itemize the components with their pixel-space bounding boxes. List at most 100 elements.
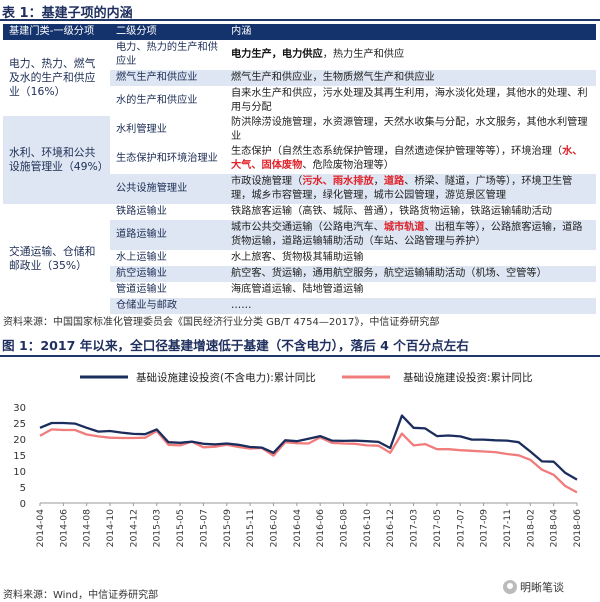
x-tick-label: 2014-06 <box>58 509 69 548</box>
content-text: …… <box>231 300 252 311</box>
x-tick-label: 2015-09 <box>222 509 233 548</box>
x-tick-label: 2017-09 <box>479 509 490 548</box>
table-row: 道路运输业 城市公共交通运输（公路电汽车、城市轨道、出租车等），公路旅客运输，道路… <box>3 220 596 250</box>
content-text: 生态保护（自然生态系统保护管理，自然遗迹保护管理等等），环境治理（ <box>231 146 563 157</box>
x-tick-label: 2014-12 <box>128 509 139 547</box>
content-cell: 生态保护（自然生态系统保护管理，自然遗迹保护管理等等），环境治理（水、大气、固体… <box>225 144 596 174</box>
secondary-category-cell: 铁路运输业 <box>116 206 167 217</box>
content-text: 燃气生产和供应业，生物质燃气生产和供应业 <box>231 72 435 83</box>
table-title-text: 基建子项的内涵 <box>41 6 133 21</box>
x-tick-label: 2017-07 <box>455 509 466 548</box>
header-primary: 基建门类-一级分项 <box>3 24 110 40</box>
x-tick-label: 2018-06 <box>572 509 583 548</box>
table-row: 管道运输业 海底管道运输、陆地管道运输 <box>3 282 596 298</box>
legend-label: 基础设施建设投资:累计同比 <box>403 371 533 384</box>
content-text: 电力生产，电力供应 <box>231 49 323 60</box>
y-tick-label: 0 <box>20 499 26 510</box>
content-cell: 燃气生产和供应业，生物质燃气生产和供应业 <box>225 70 596 86</box>
wechat-logo-icon <box>503 580 517 594</box>
figure-source: 资料来源：Wind，中信证券研究部 <box>3 590 159 601</box>
highlight-text: 道路 <box>383 176 405 187</box>
content-cell: 海底管道运输、陆地管道运输 <box>225 282 596 298</box>
x-tick-label: 2015-03 <box>152 509 163 548</box>
y-tick-label: 10 <box>13 467 26 478</box>
secondary-category-cell: 航空运输业 <box>110 266 225 282</box>
content-text: 防洪除涝设施管理，水资源管理，天然水收集与分配，水文服务，其他水利管理业 <box>231 117 588 142</box>
table-row: 航空运输业 航空客、货运输，通用航空服务，航空运输辅助活动（机场、空管等） <box>3 266 596 282</box>
content-text: 航空客、货运输，通用航空服务，航空运输辅助活动（机场、空管等） <box>231 268 547 279</box>
table-row: 水利、环境和公共设施管理业（49%） 水利管理业 防洪除涝设施管理，水资源管理，天然… <box>3 116 596 204</box>
highlight-text: 水、大气、固体废物 <box>231 146 583 171</box>
header-secondary: 二级分项 <box>110 24 225 40</box>
highlight-text: 污水、雨水排放 <box>302 176 374 187</box>
brand-name: 明晰笔谈 <box>520 581 564 594</box>
x-tick-label: 2017-03 <box>409 509 420 548</box>
x-tick-label: 2016-02 <box>268 509 279 547</box>
table-title-number: 表 1： <box>2 6 42 21</box>
table-row: 生态保护和环境治理业 生态保护（自然生态系统保护管理，自然遗迹保护管理等等），环境… <box>3 144 596 174</box>
secondary-category-cell: 生态保护和环境治理业 <box>116 153 218 164</box>
primary-category-cell: 交通运输、仓储和邮政业（35%） <box>3 204 110 314</box>
secondary-category-cell: 公共设施管理业 <box>110 174 225 204</box>
table-row: 燃气生产和供应业 燃气生产和供应业，生物质燃气生产和供应业 <box>3 70 596 86</box>
primary-category-cell: 水利、环境和公共设施管理业（49%） <box>3 116 110 204</box>
figure-title-text: 2017 年以来，全口径基建增速低于基建（不含电力），落后 4 个百分点左右 <box>40 338 469 353</box>
legend-label: 基础设施建设投资(不含电力):累计同比 <box>136 371 316 384</box>
series-line <box>39 428 578 494</box>
secondary-category-cell: 水上运输业 <box>116 252 167 263</box>
x-tick-label: 2017-05 <box>432 509 443 548</box>
x-tick-label: 2016-04 <box>292 509 303 548</box>
table-header-row: 基建门类-一级分项 二级分项 内涵 <box>3 24 596 40</box>
content-text: 市政设施管理（ <box>231 176 303 187</box>
secondary-category-cell: 水的生产和供应业 <box>116 95 198 106</box>
x-tick-label: 2015-11 <box>245 509 256 547</box>
y-tick-label: 5 <box>20 483 26 494</box>
y-tick-label: 25 <box>13 419 26 430</box>
x-tick-label: 2015-05 <box>175 509 186 548</box>
table-row: 水的生产和供应业 自来水生产和供应，污水处理及其再生利用，海水淡化处理，其他水的处… <box>3 86 596 116</box>
figure-title-rule <box>0 355 600 357</box>
content-cell: 铁路旅客运输（高铁、城际、普通），铁路货物运输，铁路运输辅助活动 <box>225 204 596 220</box>
x-tick-label: 2016-10 <box>362 509 373 548</box>
x-tick-label: 2018-02 <box>525 509 536 547</box>
content-cell: 电力生产，电力供应，热力生产和供应 <box>225 40 596 70</box>
header-content: 内涵 <box>225 24 596 40</box>
content-text: 、危险废物治理等） <box>302 160 394 171</box>
y-tick-label: 15 <box>13 451 26 462</box>
secondary-category-cell: 电力、热力的生产和供应业 <box>116 42 218 67</box>
table-row: 交通运输、仓储和邮政业（35%） 铁路运输业 铁路旅客运输（高铁、城际、普通），铁路… <box>3 204 596 314</box>
x-tick-label: 2016-12 <box>385 509 396 547</box>
content-cell: 市政设施管理（污水、雨水排放，道路、桥梁、隧道，广场等），环境卫生管理，城乡市容… <box>225 174 596 204</box>
content-text: 海底管道运输、陆地管道运输 <box>231 284 364 295</box>
x-tick-label: 2015-07 <box>198 509 209 548</box>
figure-title-number: 图 1： <box>2 338 41 353</box>
secondary-category-cell: 燃气生产和供应业 <box>110 70 225 86</box>
content-text: 、出租车等），公路旅客运输，道路货物运输，道路运输辅助活动（车站、公路管理与养护… <box>231 222 583 247</box>
x-tick-label: 2016-08 <box>339 509 350 548</box>
content-text: 水上旅客、货物极其辅助运输 <box>231 252 364 263</box>
table-row: 电力、热力、燃气及水的生产和供应业（16%） 电力、热力的生产和供应业 电力生产，电… <box>3 40 596 116</box>
x-tick-label: 2014-10 <box>105 509 116 548</box>
content-cell: 自来水生产和供应，污水处理及其再生利用，海水淡化处理，其他水的处理、利用与分配 <box>225 86 596 116</box>
table-row: 公共设施管理业 市政设施管理（污水、雨水排放，道路、桥梁、隧道，广场等），环境卫生… <box>3 174 596 204</box>
content-text: ， <box>373 176 384 187</box>
infrastructure-subitems-table: 基建门类-一级分项 二级分项 内涵 电力、热力、燃气及水的生产和供应业（16%）… <box>3 24 596 314</box>
content-cell: 航空客、货运输，通用航空服务，航空运输辅助活动（机场、空管等） <box>225 266 596 282</box>
secondary-category-cell: 仓储业与邮政 <box>110 298 225 314</box>
series-line <box>39 414 578 481</box>
highlight-text: 城市轨道 <box>383 222 425 233</box>
content-cell: 防洪除涝设施管理，水资源管理，天然水收集与分配，水文服务，其他水利管理业 <box>225 116 596 144</box>
table-title: 表 1：基建子项的内涵 <box>2 2 133 21</box>
content-text: 铁路旅客运输（高铁、城际、普通），铁路货物运输，铁路运输辅助活动 <box>231 206 552 217</box>
content-text: 自来水生产和供应，污水处理及其再生利用，海水淡化处理，其他水的处理、利用与分配 <box>231 88 588 113</box>
content-text: 、桥梁、隧道，广场等），环境卫生管理，城乡市容管理，绿化管理，城市公园管理，游览… <box>231 176 573 201</box>
table-row: 水上运输业 水上旅客、货物极其辅助运输 <box>3 250 596 266</box>
table-title-rule <box>0 19 600 21</box>
content-text: ，热力生产和供应 <box>322 49 405 60</box>
x-tick-label: 2018-04 <box>549 509 560 548</box>
secondary-category-cell: 水利管理业 <box>116 124 167 135</box>
secondary-category-cell: 管道运输业 <box>116 284 167 295</box>
x-tick-label: 2014-04 <box>35 509 46 548</box>
figure-title: 图 1：2017 年以来，全口径基建增速低于基建（不含电力），落后 4 个百分点… <box>2 335 469 354</box>
